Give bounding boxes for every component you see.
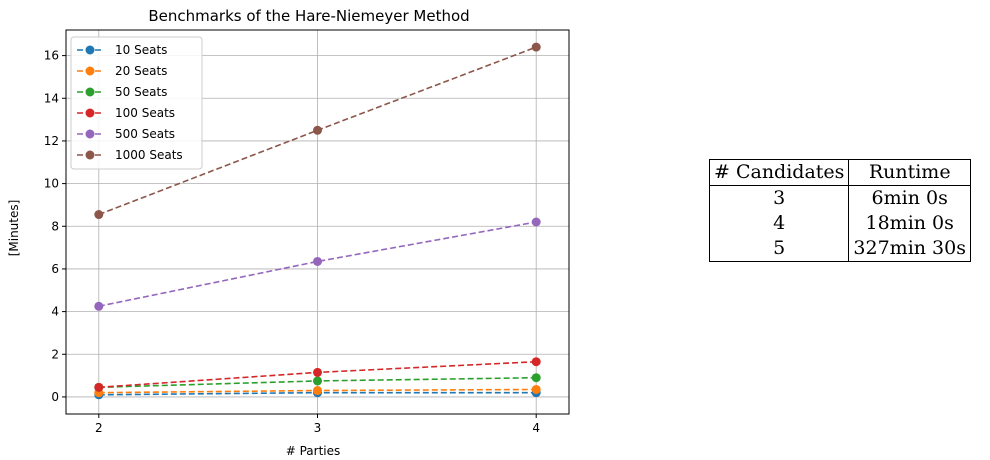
series-100-seats bbox=[94, 357, 541, 392]
legend-marker bbox=[85, 129, 95, 139]
legend-item: 1000 Seats bbox=[77, 148, 183, 162]
legend-marker bbox=[85, 108, 95, 118]
data-point bbox=[94, 301, 104, 311]
series-layer bbox=[94, 42, 541, 400]
legend-marker bbox=[85, 66, 95, 76]
legend-label: 50 Seats bbox=[115, 85, 167, 99]
series-line bbox=[98, 221, 537, 308]
y-tick-label: 0 bbox=[51, 390, 59, 404]
legend-item: 500 Seats bbox=[77, 127, 175, 141]
legend-item: 10 Seats bbox=[77, 43, 167, 57]
benchmark-line-chart: Benchmarks of the Hare-Niemeyer Method 2… bbox=[7, 7, 570, 458]
axis-ticks: 2 3 4 0 2 4 6 8 10 12 14 16 bbox=[44, 49, 540, 435]
data-point bbox=[531, 217, 541, 227]
y-tick-label: 14 bbox=[44, 91, 59, 105]
legend-marker bbox=[85, 150, 95, 160]
column-header-candidates: # Candidates bbox=[710, 160, 850, 186]
x-tick-label: 3 bbox=[314, 421, 322, 435]
y-tick-label: 6 bbox=[51, 262, 59, 276]
cell-candidates: 4 bbox=[710, 211, 850, 236]
legend-box bbox=[70, 36, 203, 170]
cell-runtime: 6min 0s bbox=[871, 187, 948, 209]
legend-label: 20 Seats bbox=[115, 64, 167, 78]
data-point bbox=[313, 386, 322, 396]
data-point bbox=[531, 357, 541, 367]
data-point bbox=[313, 125, 322, 135]
legend-item: 100 Seats bbox=[77, 106, 175, 120]
chart-title: Benchmarks of the Hare-Niemeyer Method bbox=[148, 7, 469, 25]
legend-marker bbox=[85, 87, 95, 97]
y-axis-label: [Minutes] bbox=[7, 200, 21, 257]
runtime-table: # Candidates Runtime 3 6min 0s 4 18min 0… bbox=[710, 160, 970, 261]
cell-candidates: 5 bbox=[710, 236, 850, 261]
x-axis-label: # Parties bbox=[286, 444, 341, 458]
y-tick-label: 16 bbox=[44, 49, 59, 63]
table-header-row: # Candidates Runtime bbox=[710, 160, 970, 186]
data-point bbox=[94, 210, 104, 220]
data-point bbox=[531, 373, 541, 383]
table-row: 4 18min 0s bbox=[710, 211, 970, 236]
legend-label: 500 Seats bbox=[115, 127, 175, 141]
y-tick-label: 2 bbox=[51, 347, 59, 361]
runtime-table-frame: # Candidates Runtime 3 6min 0s 4 18min 0… bbox=[709, 159, 971, 262]
legend-item: 50 Seats bbox=[77, 85, 167, 99]
x-tick-label: 2 bbox=[95, 421, 103, 435]
series-500-seats bbox=[94, 217, 541, 311]
cell-candidates: 3 bbox=[710, 185, 850, 211]
cell-runtime: 327min 30s bbox=[853, 237, 966, 259]
legend-label: 1000 Seats bbox=[115, 148, 183, 162]
chart-legend: 10 Seats 20 Seats 50 Seats 100 Seats 500 Sea… bbox=[70, 36, 203, 170]
data-point bbox=[313, 376, 322, 386]
column-header-runtime: Runtime bbox=[848, 160, 970, 186]
table-row: 3 6min 0s bbox=[710, 185, 970, 211]
y-tick-label: 12 bbox=[44, 134, 59, 148]
y-tick-label: 10 bbox=[44, 177, 59, 191]
cell-runtime: 18min 0s bbox=[865, 212, 954, 234]
data-point bbox=[531, 384, 541, 394]
data-point bbox=[94, 382, 104, 392]
data-point bbox=[313, 367, 322, 377]
legend-marker bbox=[85, 45, 95, 55]
data-point bbox=[313, 256, 322, 266]
table-row: 5 327min 30s bbox=[710, 236, 970, 261]
y-tick-label: 8 bbox=[51, 219, 59, 233]
legend-item: 20 Seats bbox=[77, 64, 167, 78]
series-1000-seats bbox=[94, 42, 541, 220]
x-tick-label: 4 bbox=[532, 421, 540, 435]
data-point bbox=[531, 42, 541, 52]
legend-label: 10 Seats bbox=[115, 43, 167, 57]
y-tick-label: 4 bbox=[51, 305, 59, 319]
legend-label: 100 Seats bbox=[115, 106, 175, 120]
